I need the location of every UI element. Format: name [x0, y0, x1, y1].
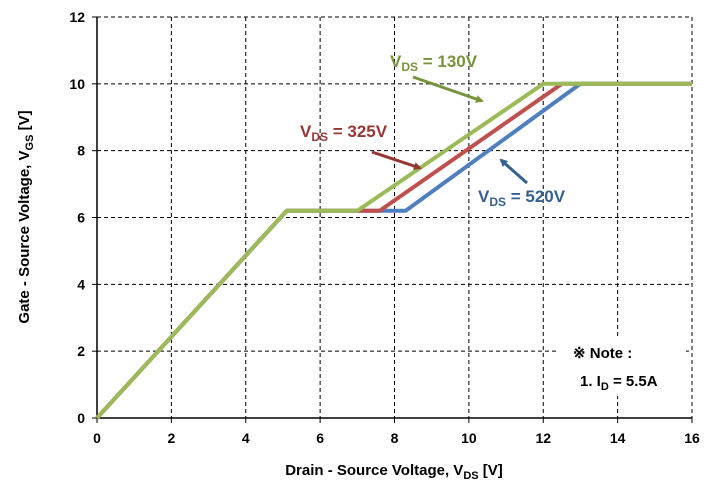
- x-tick-label-8: 16: [684, 430, 700, 446]
- x-axis-title-main: Drain - Source Voltage, V: [285, 462, 463, 479]
- note-condition-rest: = 5.5A: [609, 373, 658, 390]
- x-tick-label-0: 0: [93, 430, 101, 446]
- note-condition: 1. ID = 5.5A: [580, 373, 658, 393]
- x-tick-label-6: 12: [535, 430, 551, 446]
- y-tick-label-4: 8: [77, 143, 85, 159]
- annotation-325v: VDS = 325V: [300, 122, 388, 144]
- annotation-arrow-2: [499, 158, 528, 185]
- y-tick-label-0: 0: [77, 410, 85, 426]
- annotation-520v-rest: = 520V: [506, 187, 566, 206]
- annotation-130v-rest: = 130V: [418, 52, 478, 71]
- y-tick-label-6: 12: [69, 9, 85, 25]
- note-box: [556, 338, 686, 396]
- annotation-arrows: [371, 75, 528, 185]
- y-tick-label-3: 6: [77, 210, 85, 226]
- note-title: ※ Note :: [573, 345, 632, 362]
- y-tick-label-5: 10: [69, 76, 85, 92]
- annotation-325v-sub: DS: [311, 130, 328, 144]
- annotation-325v-main: V: [300, 122, 312, 141]
- y-tick-labels: 0 2 4 6 8 10 12: [69, 9, 85, 426]
- annotation-130v-main: V: [390, 52, 402, 71]
- annotation-520v-main: V: [478, 187, 490, 206]
- annotation-130v: VDS = 130V: [390, 52, 478, 74]
- annotation-130v-sub: DS: [401, 60, 418, 74]
- annotation-520v: VDS = 520V: [478, 187, 566, 209]
- y-tick-label-1: 2: [77, 343, 85, 359]
- note-condition-sub: D: [601, 381, 609, 393]
- series-lines: [95, 81, 692, 420]
- x-axis-title-sub: DS: [463, 470, 478, 482]
- y-tick-label-2: 4: [77, 276, 85, 292]
- annotation-arrow-0: [412, 75, 484, 103]
- x-axis-title: Drain - Source Voltage, VDS [V]: [285, 462, 503, 482]
- annotation-325v-rest: = 325V: [328, 122, 388, 141]
- x-tick-label-7: 14: [610, 430, 626, 446]
- x-tick-label-3: 6: [316, 430, 324, 446]
- axes: [92, 16, 693, 423]
- x-tick-label-1: 2: [167, 430, 175, 446]
- y-axis-title-sub: GS: [24, 135, 36, 151]
- x-tick-label-5: 10: [461, 430, 477, 446]
- note-condition-main: 1. I: [580, 373, 601, 390]
- annotation-arrow-1: [371, 150, 422, 170]
- annotation-520v-sub: DS: [489, 195, 506, 209]
- series-line-2: [95, 81, 692, 420]
- x-tick-label-2: 4: [242, 430, 250, 446]
- y-axis-title-main: Gate - Source Voltage, V: [16, 150, 33, 323]
- y-axis-title-unit: [V]: [16, 110, 33, 134]
- x-axis-title-unit: [V]: [479, 462, 503, 479]
- x-tick-labels: 0 2 4 6 8 10 12 14 16: [93, 430, 700, 446]
- x-tick-label-4: 8: [391, 430, 399, 446]
- y-axis-title: Gate - Source Voltage, VGS [V]: [16, 110, 36, 323]
